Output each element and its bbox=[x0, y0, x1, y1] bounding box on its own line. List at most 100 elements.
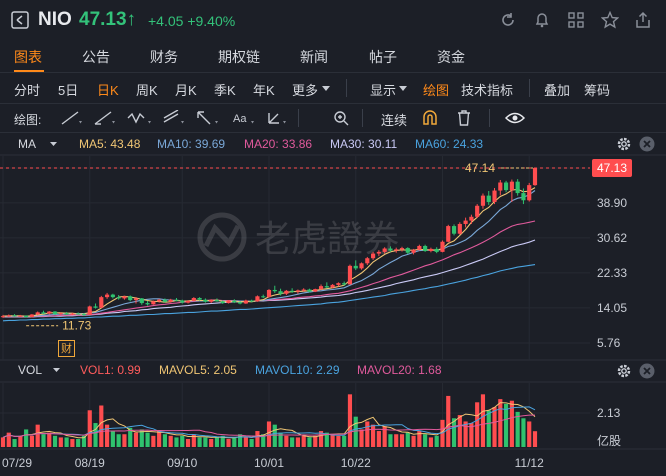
display-menu[interactable]: 显示 bbox=[370, 83, 397, 98]
candle-body bbox=[238, 302, 243, 304]
candle-body bbox=[76, 313, 81, 315]
volume-bar bbox=[318, 431, 324, 447]
ma-lines bbox=[2, 187, 536, 322]
volume-bar bbox=[110, 431, 115, 447]
volume-bar bbox=[295, 437, 300, 447]
chips-button[interactable]: 筹码 bbox=[584, 83, 611, 98]
period-more[interactable]: 更多 bbox=[292, 83, 319, 98]
candle-body bbox=[162, 299, 167, 302]
volume-bar bbox=[203, 437, 208, 447]
period-yearly[interactable]: 年K bbox=[253, 83, 275, 98]
volume-bar bbox=[47, 432, 52, 447]
bell-icon[interactable] bbox=[533, 11, 551, 29]
volume-bar bbox=[70, 439, 75, 447]
main-tabs: 图表 公告 财务 期权链 新闻 帖子 资金 bbox=[0, 40, 666, 73]
volume-bar bbox=[209, 439, 214, 447]
period-weekly[interactable]: 周K bbox=[136, 83, 158, 98]
volume-bar bbox=[307, 437, 312, 447]
line-tool-icon[interactable] bbox=[60, 110, 84, 126]
tab-announcements[interactable]: 公告 bbox=[82, 49, 110, 65]
candle-body bbox=[399, 248, 405, 250]
volume-bar bbox=[255, 431, 260, 447]
share-icon[interactable] bbox=[634, 11, 652, 29]
ray-tool-icon[interactable] bbox=[93, 110, 117, 126]
tab-posts[interactable]: 帖子 bbox=[369, 49, 397, 65]
mavol20-value: MAVOL20: 1.68 bbox=[357, 363, 442, 377]
tab-financials[interactable]: 财务 bbox=[150, 49, 178, 65]
candle-body bbox=[266, 289, 272, 298]
vol-indicator-name[interactable]: VOL bbox=[18, 363, 43, 377]
ma20-value: MA20: 33.86 bbox=[244, 137, 313, 151]
eye-icon[interactable] bbox=[505, 110, 525, 126]
period-toolbar: 分时 5日 日K 周K 月K 季K 年K 更多 显示 绘图 技术指标 叠加 筹码 bbox=[0, 73, 666, 104]
candle-body bbox=[209, 300, 214, 302]
grid-icon[interactable] bbox=[567, 11, 585, 29]
gear-icon[interactable] bbox=[616, 136, 632, 152]
drawing-toolbar: 绘图: Aa 连续 bbox=[0, 104, 666, 133]
mavol5-line bbox=[2, 402, 536, 439]
volume-bar bbox=[486, 410, 491, 447]
period-intraday[interactable]: 分时 bbox=[14, 83, 41, 98]
tab-options-chain[interactable]: 期权链 bbox=[218, 49, 260, 65]
ma60-value: MA60: 24.33 bbox=[415, 137, 484, 151]
indicators-button[interactable]: 技术指标 bbox=[461, 83, 514, 98]
candle-body bbox=[278, 291, 283, 294]
gear-icon[interactable] bbox=[616, 363, 632, 379]
candle-body bbox=[463, 220, 468, 224]
candle-body bbox=[12, 315, 17, 317]
price-axis-label: 38.90 bbox=[597, 196, 627, 210]
volume-bar bbox=[509, 400, 514, 447]
star-icon[interactable] bbox=[601, 11, 619, 29]
trash-icon[interactable] bbox=[456, 109, 472, 127]
volume-bar bbox=[324, 432, 329, 447]
arrow-tool-icon[interactable] bbox=[196, 110, 222, 126]
continuous-draw-toggle[interactable]: 连续 bbox=[381, 113, 408, 128]
measure-tool-icon[interactable] bbox=[266, 110, 290, 126]
volume-bar bbox=[394, 434, 399, 447]
period-monthly[interactable]: 月K bbox=[175, 83, 197, 98]
volume-bar bbox=[313, 435, 318, 447]
magnet-icon[interactable] bbox=[421, 109, 439, 127]
refresh-icon[interactable] bbox=[499, 11, 517, 29]
volume-bar bbox=[504, 403, 509, 447]
tab-news[interactable]: 新闻 bbox=[300, 49, 328, 65]
svg-text:Aa: Aa bbox=[233, 113, 247, 125]
candle-body bbox=[330, 284, 335, 288]
volume-bar bbox=[0, 437, 6, 447]
overlay-button[interactable]: 叠加 bbox=[544, 83, 571, 98]
close-icon[interactable] bbox=[639, 136, 655, 152]
period-5day[interactable]: 5日 bbox=[58, 83, 79, 98]
price-change: +4.05 +9.40% bbox=[148, 13, 236, 29]
financial-marker[interactable]: 财 bbox=[58, 340, 75, 357]
candle-body bbox=[145, 303, 150, 305]
volume-bar bbox=[278, 432, 283, 447]
draw-button[interactable]: 绘图 bbox=[423, 83, 450, 98]
volume-bar bbox=[87, 410, 92, 447]
ma-indicator-name[interactable]: MA bbox=[18, 137, 36, 151]
candle-body bbox=[532, 168, 538, 186]
candle-body bbox=[440, 241, 445, 252]
volume-bar bbox=[411, 435, 416, 447]
tab-capital[interactable]: 资金 bbox=[437, 49, 465, 65]
vol1-value: VOL1: 0.99 bbox=[80, 363, 141, 377]
tab-chart[interactable]: 图表 bbox=[14, 49, 42, 65]
candle-body bbox=[411, 249, 416, 253]
volume-bar bbox=[480, 394, 486, 447]
pen-tool-icon[interactable] bbox=[126, 110, 154, 126]
date-label: 10/01 bbox=[254, 456, 284, 470]
candle-body bbox=[365, 258, 370, 264]
close-icon[interactable] bbox=[639, 363, 655, 379]
stock-symbol: NIO bbox=[38, 9, 72, 30]
period-quarterly[interactable]: 季K bbox=[214, 83, 236, 98]
candle-body bbox=[93, 306, 98, 308]
volume-bar bbox=[388, 434, 393, 447]
volume-bar bbox=[249, 439, 254, 447]
zoom-tool-icon[interactable] bbox=[333, 110, 349, 126]
volume-bar bbox=[232, 437, 237, 447]
candle-body bbox=[318, 286, 324, 290]
back-icon[interactable] bbox=[10, 10, 30, 30]
channel-tool-icon[interactable] bbox=[162, 110, 188, 126]
period-daily[interactable]: 日K bbox=[97, 83, 119, 98]
high-label: 47.14 bbox=[465, 161, 495, 175]
text-tool-icon[interactable]: Aa bbox=[232, 110, 258, 126]
